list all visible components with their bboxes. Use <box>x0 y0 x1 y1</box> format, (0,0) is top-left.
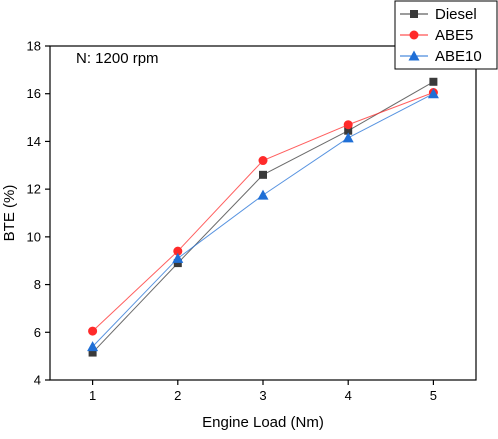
data-point-diesel <box>429 77 438 86</box>
y-tick-label: 8 <box>34 277 41 292</box>
x-tick-label: 5 <box>430 388 437 403</box>
series-line-abe10 <box>92 93 434 347</box>
legend-marker-diesel <box>410 10 418 18</box>
series-diesel <box>88 77 438 357</box>
data-point-abe10 <box>172 252 184 263</box>
data-point-diesel <box>173 259 182 268</box>
annotation-text: N: 1200 rpm <box>76 50 159 67</box>
data-point-abe10 <box>342 132 354 143</box>
x-tick-label: 4 <box>345 388 352 403</box>
data-point-abe10 <box>257 189 269 200</box>
series-abe10 <box>87 88 439 352</box>
data-point-diesel <box>344 126 353 135</box>
y-tick-label: 14 <box>27 134 41 149</box>
x-tick-label: 1 <box>89 388 96 403</box>
y-tick-label: 4 <box>34 373 41 388</box>
y-tick-label: 16 <box>27 86 41 101</box>
data-point-abe5 <box>343 120 353 130</box>
x-axis-title: Engine Load (Nm) <box>202 414 324 431</box>
y-tick-label: 6 <box>34 325 41 340</box>
data-point-diesel <box>88 348 97 357</box>
y-tick-label: 18 <box>27 39 41 54</box>
series-layer <box>87 77 439 357</box>
data-point-abe10 <box>427 88 439 99</box>
data-point-abe5 <box>88 326 98 336</box>
series-line-diesel <box>92 81 434 353</box>
data-point-diesel <box>259 170 267 179</box>
data-point-abe5 <box>258 156 268 166</box>
data-point-abe10 <box>87 341 99 352</box>
legend: Diesel ABE5 ABE10 <box>394 0 498 70</box>
legend-label-diesel: Diesel <box>435 6 477 23</box>
legend-label-abe5: ABE5 <box>435 27 473 44</box>
legend-items: Diesel ABE5 ABE10 <box>400 6 482 65</box>
legend-label-abe10: ABE10 <box>435 48 482 65</box>
series-abe5 <box>88 88 438 336</box>
legend-marker-abe10 <box>408 50 420 61</box>
y-axis-title: BTE (%) <box>1 185 18 242</box>
x-tick-label: 3 <box>259 388 266 403</box>
x-tick-label: 2 <box>174 388 181 403</box>
data-point-abe5 <box>173 246 183 256</box>
legend-marker-abe5 <box>409 30 419 40</box>
y-tick-label: 12 <box>27 182 41 197</box>
series-line-abe5 <box>92 92 434 332</box>
y-tick-label: 10 <box>27 229 41 244</box>
